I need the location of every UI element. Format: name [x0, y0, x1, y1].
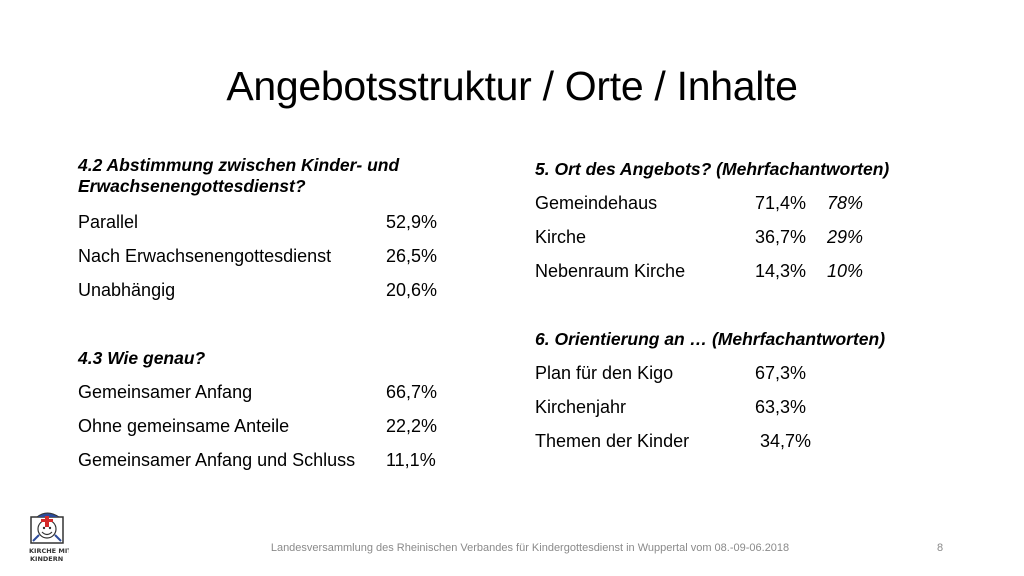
footer-text: Landesversammlung des Rheinischen Verban… — [270, 542, 790, 554]
row-label: Gemeindehaus — [535, 192, 658, 213]
row-label: Ohne gemeinsame Anteile — [78, 415, 290, 436]
row-value: 71,4% — [755, 192, 807, 213]
table-row: Parallel 52,9% — [78, 205, 478, 239]
row-label: Nebenraum Kirche — [535, 260, 686, 281]
logo-text-line1: KIRCHE MIT — [29, 547, 69, 555]
row-value: 67,3% — [755, 362, 807, 383]
slide-title: Angebotsstruktur / Orte / Inhalte — [226, 63, 798, 109]
row-label: Gemeinsamer Anfang und Schluss — [78, 449, 356, 470]
question-heading-4-2: 4.2 Abstimmung zwischen Kinder- und Erwa… — [78, 155, 400, 196]
heading-row: 6. Orientierung an … (Mehrfachantworten) — [535, 322, 965, 356]
row-label: Parallel — [78, 211, 139, 232]
row-value: 63,3% — [755, 396, 807, 417]
row-value: 20,6% — [386, 279, 438, 300]
row-value: 22,2% — [386, 415, 438, 436]
heading-row: 4.3 Wie genau? — [78, 341, 478, 375]
table-row: Gemeindehaus 71,4% 78% — [535, 186, 965, 220]
logo-text-line2: KINDERN — [30, 555, 63, 563]
table-row: Kirchenjahr 63,3% — [535, 390, 965, 424]
row-label: Kirche — [535, 226, 587, 247]
table-row: Ohne gemeinsame Anteile 22,2% — [78, 409, 478, 443]
spacer — [78, 307, 478, 341]
row-value: 26,5% — [386, 245, 438, 266]
table-row: Kirche 36,7% 29% — [535, 220, 965, 254]
row-value: 11,1% — [386, 449, 436, 470]
table-row: Nach Erwachsenengottesdienst 26,5% — [78, 239, 478, 273]
row-label: Kirchenjahr — [535, 396, 627, 417]
kirche-mit-kindern-logo: KIRCHE MIT KINDERN — [29, 511, 72, 565]
right-column: 5. Ort des Angebots? (Mehrfachantworten)… — [535, 152, 965, 458]
table-row: Gemeinsamer Anfang 66,7% — [78, 375, 478, 409]
table-row: Unabhängig 20,6% — [78, 273, 478, 307]
question-heading-4-3: 4.3 Wie genau? — [78, 347, 206, 368]
row-label: Plan für den Kigo — [535, 362, 674, 383]
row-compare-value: 10% — [827, 260, 864, 281]
row-value: 14,3% — [755, 260, 807, 281]
row-value: 66,7% — [386, 381, 438, 402]
row-value: 34,7% — [760, 430, 812, 451]
row-label: Unabhängig — [78, 279, 176, 300]
spacer — [535, 288, 965, 322]
row-compare-value: 29% — [827, 226, 864, 247]
table-row: Nebenraum Kirche 14,3% 10% — [535, 254, 965, 288]
row-compare-value: 78% — [827, 192, 864, 213]
table-row: Plan für den Kigo 67,3% — [535, 356, 965, 390]
row-label: Themen der Kinder — [535, 430, 690, 451]
row-label: Gemeinsamer Anfang — [78, 381, 253, 402]
question-heading-5: 5. Ort des Angebots? (Mehrfachantworten) — [535, 158, 890, 179]
table-row: Gemeinsamer Anfang und Schluss 11,1% — [78, 443, 478, 477]
row-label: Nach Erwachsenengottesdienst — [78, 245, 332, 266]
heading-row: 5. Ort des Angebots? (Mehrfachantworten) — [535, 152, 965, 186]
row-value: 52,9% — [386, 211, 438, 232]
left-column: 4.2 Abstimmung zwischen Kinder- und Erwa… — [78, 152, 478, 477]
page-number: 8 — [937, 542, 944, 554]
logo-icon: KIRCHE MIT KINDERN — [29, 512, 72, 563]
question-heading-6: 6. Orientierung an … (Mehrfachantworten) — [535, 328, 886, 349]
row-value: 36,7% — [755, 226, 807, 247]
table-row: Themen der Kinder 34,7% — [535, 424, 965, 458]
